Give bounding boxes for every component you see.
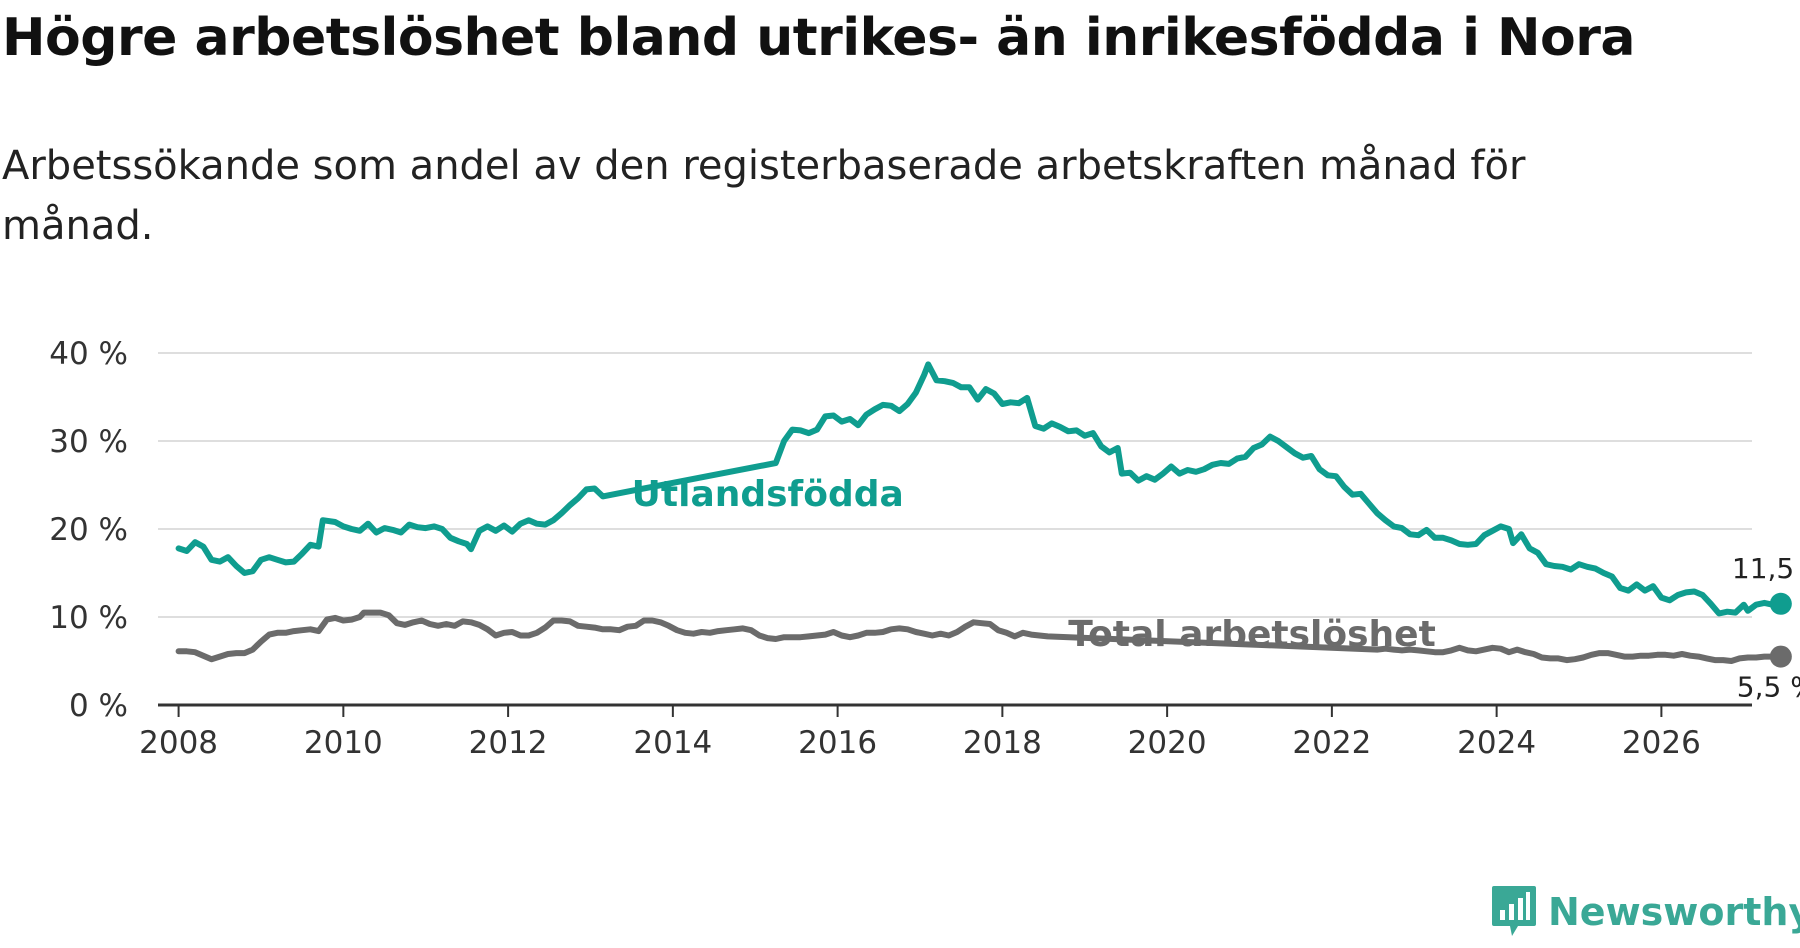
x-tick-label: 2018 xyxy=(963,725,1042,761)
y-tick-label: 20 % xyxy=(49,512,128,548)
y-tick-label: 40 % xyxy=(49,336,128,372)
x-tick-label: 2008 xyxy=(139,725,218,761)
x-tick-label: 2010 xyxy=(304,725,383,761)
series-lines xyxy=(175,361,1792,668)
series-line-utlandsfodda xyxy=(175,361,1784,617)
end-value-utlandsfodda: 11,5 % xyxy=(1732,552,1800,585)
y-tick-label: 10 % xyxy=(49,600,128,636)
x-tick-label: 2024 xyxy=(1457,725,1536,761)
end-point-utlandsfodda xyxy=(1769,592,1792,615)
series-label-utlandsfodda: Utlandsfödda xyxy=(632,474,904,515)
bar-chart-icon xyxy=(1492,886,1536,936)
series-label-total: Total arbetslöshet xyxy=(1068,614,1436,655)
newsworthy-logo: Newsworthy xyxy=(1490,884,1800,940)
y-tick-label: 30 % xyxy=(49,424,128,460)
series-line-total xyxy=(175,609,1784,664)
chart-subtitle: Arbetssökande som andel av den registerb… xyxy=(2,143,1526,249)
chart-title: Högre arbetslöshet bland utrikes- än inr… xyxy=(2,8,1636,68)
x-tick-label: 2022 xyxy=(1292,725,1371,761)
x-tick-label: 2020 xyxy=(1128,725,1207,761)
x-tick-label: 2026 xyxy=(1622,725,1701,761)
series-labels: Utlandsfödda Total arbetslöshet 11,5 % 5,5 … xyxy=(632,474,1800,704)
end-value-total: 5,5 % xyxy=(1737,671,1800,704)
y-tick-label: 0 % xyxy=(69,688,128,724)
brand-name: Newsworthy xyxy=(1548,890,1800,934)
x-axis: 2008 2010 2012 2014 2016 2018 2020 2022 2024 2026 xyxy=(139,703,1752,761)
y-axis: 0 % 10 % 20 % 30 % 40 % xyxy=(49,336,128,724)
end-point-total xyxy=(1769,645,1792,668)
x-tick-label: 2012 xyxy=(469,725,548,761)
x-tick-label: 2016 xyxy=(798,725,877,761)
x-tick-label: 2014 xyxy=(633,725,712,761)
gridlines xyxy=(158,352,1752,618)
